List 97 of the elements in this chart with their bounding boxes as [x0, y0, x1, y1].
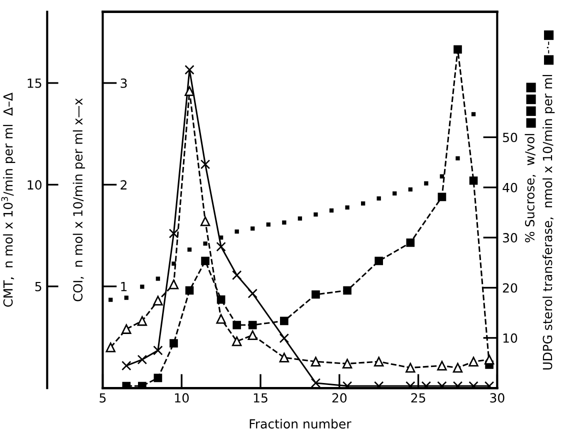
y3-tick-label: 2 [120, 180, 126, 190]
point [153, 346, 163, 356]
point [310, 356, 321, 366]
point [421, 381, 432, 388]
point [342, 358, 352, 369]
point [314, 212, 318, 217]
y2-axis-title: % Sucrose, w/vol ■■■■ [524, 82, 536, 242]
point [452, 362, 463, 373]
x-tick-label: 10 [175, 393, 189, 403]
point [232, 320, 242, 330]
point [406, 381, 416, 388]
point [374, 356, 384, 366]
point [184, 64, 194, 75]
point [156, 276, 160, 281]
y3-tick-label: 1 [121, 282, 127, 292]
point [106, 342, 116, 352]
y2-tick-label: 40 [502, 182, 518, 192]
y3-axis-title: COI, n mol x 10/min per ml x—x [72, 98, 85, 302]
point [437, 381, 447, 388]
point [200, 159, 210, 170]
point [468, 356, 478, 366]
y2-tick-label: 30 [503, 233, 518, 242]
point [342, 381, 352, 388]
point [232, 336, 242, 346]
point [406, 362, 416, 373]
point [282, 220, 286, 225]
x-tick-label: 20 [332, 393, 347, 403]
point [108, 298, 113, 302]
point [140, 284, 144, 289]
point [266, 222, 270, 227]
point [312, 290, 320, 299]
point [484, 354, 494, 364]
x-axis-title: Fraction number [250, 418, 352, 429]
point [200, 216, 210, 226]
point [248, 288, 258, 298]
x-tick-label: 25 [411, 393, 426, 403]
point [437, 360, 447, 371]
point [137, 316, 148, 326]
point [187, 248, 192, 252]
point [234, 229, 239, 234]
point [248, 320, 257, 330]
point [218, 235, 224, 240]
y-tick-label: 5 [35, 282, 42, 292]
point [471, 112, 476, 116]
y2-tick-label: 50 [503, 132, 518, 142]
point [154, 374, 162, 382]
point [374, 381, 384, 388]
point [392, 191, 397, 196]
point [184, 86, 194, 96]
point [468, 381, 478, 388]
point [168, 228, 179, 238]
point [310, 378, 321, 388]
point [122, 360, 132, 371]
point [452, 381, 463, 388]
point [216, 242, 226, 252]
point [250, 226, 255, 231]
point [153, 296, 163, 306]
point [469, 176, 478, 185]
point [454, 45, 462, 54]
y2-tick-label: 20 [502, 283, 518, 293]
y-tick-label: 15 [28, 78, 42, 88]
point [329, 208, 334, 213]
point [279, 333, 290, 344]
point [122, 324, 132, 334]
text: UDPG sterol transferase, nmol x 10/min per ml ■-·-■ [542, 30, 555, 370]
point [170, 339, 178, 348]
point [374, 256, 384, 266]
point [137, 354, 148, 364]
point [406, 238, 415, 247]
point [343, 286, 352, 295]
point [172, 262, 176, 266]
point [185, 286, 194, 295]
point [168, 279, 179, 290]
point [232, 270, 242, 280]
point [456, 156, 460, 160]
point [248, 330, 258, 340]
point [438, 192, 446, 202]
x-tick-label: 5 [100, 393, 106, 403]
x-tick-label: 30 [490, 393, 504, 403]
point [484, 381, 494, 388]
x-tick-label: 15 [254, 393, 268, 403]
y-tick-label: 10 [28, 180, 42, 190]
point [124, 296, 128, 300]
point [376, 196, 381, 201]
point [203, 242, 208, 246]
point [201, 256, 210, 266]
point [298, 216, 302, 221]
point [408, 187, 412, 192]
point [424, 181, 428, 186]
point [360, 201, 366, 206]
y-axis-title: CMT, n mol x 10$^{3}$/min per ml Δ–Δ [1, 92, 16, 307]
point [280, 316, 288, 326]
point [279, 352, 290, 362]
y2-tick-label: 10 [503, 333, 518, 343]
point [216, 314, 226, 324]
point [345, 205, 350, 210]
y3-tick-label: 3 [120, 78, 127, 88]
